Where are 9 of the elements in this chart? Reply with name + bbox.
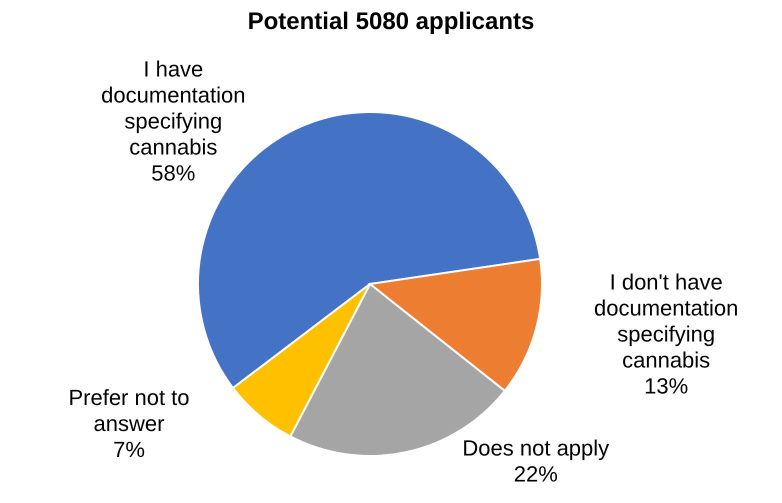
data-label: 58% bbox=[151, 160, 196, 186]
slice-label: Prefer not to answer bbox=[68, 384, 190, 436]
chart-title: Potential 5080 applicants bbox=[248, 8, 534, 35]
slice-label: I have documentation specifying cannabis bbox=[101, 56, 246, 160]
data-label: 7% bbox=[113, 436, 145, 462]
slice-label: Does not apply bbox=[462, 436, 610, 461]
slice-label: I don't have documentation specifying cannabis bbox=[594, 270, 738, 373]
data-label: 13% bbox=[644, 374, 688, 399]
data-label: 22% bbox=[514, 462, 558, 487]
